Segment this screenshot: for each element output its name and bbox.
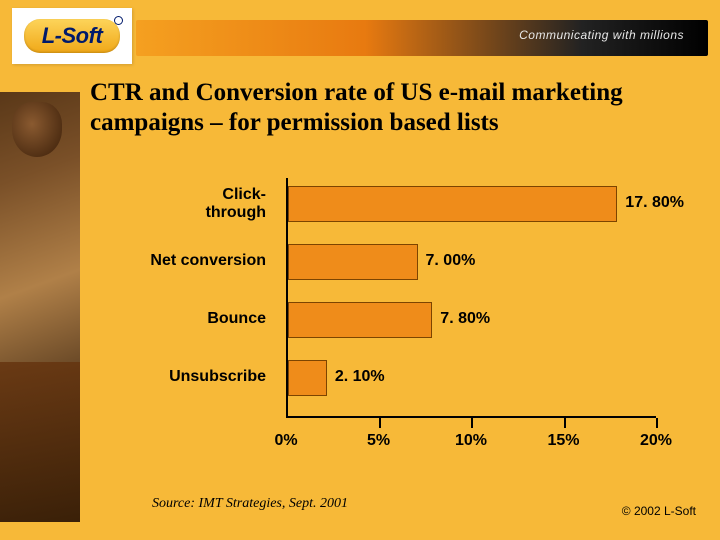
x-tick xyxy=(471,418,473,428)
category-label: Bounce xyxy=(116,310,266,328)
logo: L-Soft xyxy=(12,8,132,64)
x-tick xyxy=(379,418,381,428)
tagline: Communicating with millions xyxy=(519,28,684,42)
x-tick-label: 0% xyxy=(274,432,297,450)
bar-value-label: 7. 80% xyxy=(440,310,490,328)
copyright: © 2002 L-Soft xyxy=(622,504,696,518)
x-tick-label: 20% xyxy=(640,432,672,450)
category-label: Unsubscribe xyxy=(116,368,266,386)
bar xyxy=(288,302,432,338)
slide-title: CTR and Conversion rate of US e-mail mar… xyxy=(90,78,690,137)
bar xyxy=(288,244,418,280)
logo-text: L-Soft xyxy=(24,19,121,53)
bar-value-label: 2. 10% xyxy=(335,368,385,386)
slide: Communicating with millions L-Soft CTR a… xyxy=(0,0,720,540)
bar-value-label: 7. 00% xyxy=(426,252,476,270)
chart-plot: 17. 80%Click-through7. 00%Net conversion… xyxy=(286,178,656,438)
x-tick xyxy=(564,418,566,428)
x-tick-label: 15% xyxy=(547,432,579,450)
x-tick-label: 5% xyxy=(367,432,390,450)
x-tick xyxy=(656,418,658,428)
category-label: Click-through xyxy=(116,186,266,221)
ctr-chart: 17. 80%Click-through7. 00%Net conversion… xyxy=(128,178,668,478)
bar xyxy=(288,186,617,222)
bar xyxy=(288,360,327,396)
category-label: Net conversion xyxy=(116,252,266,270)
bar-value-label: 17. 80% xyxy=(625,194,684,212)
side-photo-strip xyxy=(0,92,80,522)
x-tick-label: 10% xyxy=(455,432,487,450)
source-citation: Source: IMT Strategies, Sept. 2001 xyxy=(152,496,348,512)
